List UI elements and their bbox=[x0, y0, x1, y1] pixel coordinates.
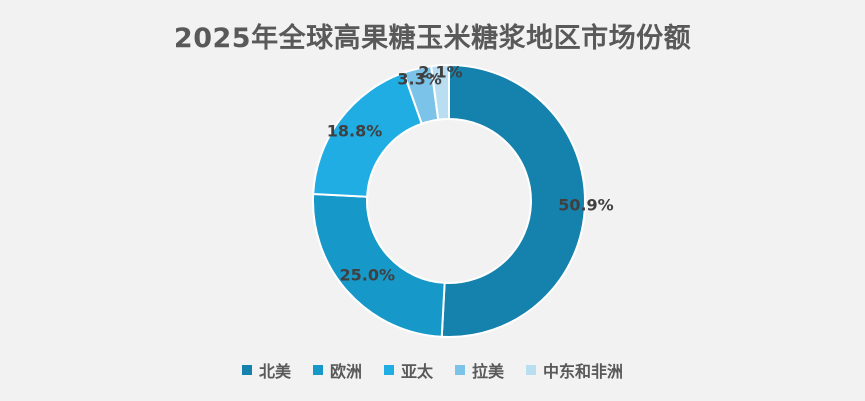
legend-label: 北美 bbox=[258, 362, 291, 381]
data-label-asia-pacific: 18.8% bbox=[327, 121, 383, 140]
legend-swatch bbox=[455, 365, 465, 375]
legend-item-latin-america: 拉美 bbox=[455, 358, 504, 382]
legend-label: 亚太 bbox=[400, 362, 433, 381]
data-label-latin-america: 3.3% bbox=[397, 69, 441, 88]
legend-item-europe: 欧洲 bbox=[312, 358, 362, 382]
legend-item-asia-pacific: 亚太 bbox=[383, 358, 433, 382]
slice-middle-east-africa bbox=[430, 63, 450, 121]
legend-label: 欧洲 bbox=[329, 362, 362, 381]
chart-title: 2025年全球高果糖玉米糖浆地区市场份额 bbox=[173, 23, 692, 54]
legend: 北美 欧洲 亚太 拉美 中东和非洲 bbox=[0, 358, 865, 382]
legend-swatch bbox=[383, 365, 394, 375]
legend-item-middle-east-africa: 中东和非洲 bbox=[526, 358, 623, 382]
donut-labels: 50.9% 25.0% 18.8% 3.3%2.1% bbox=[327, 62, 614, 284]
legend-swatch bbox=[241, 365, 252, 375]
legend-item-north-america: 北美 bbox=[241, 358, 291, 382]
legend-label: 中东和非洲 bbox=[543, 362, 624, 381]
slice-north-america bbox=[440, 63, 587, 338]
data-label-middle-east-africa: 2.1% bbox=[418, 62, 462, 81]
legend-swatch bbox=[526, 365, 537, 375]
legend-label: 拉美 bbox=[472, 362, 505, 381]
donut-slices bbox=[312, 63, 587, 338]
data-label-europe: 25.0% bbox=[339, 266, 395, 285]
legend-swatch bbox=[312, 365, 323, 375]
data-label-north-america: 50.9% bbox=[558, 196, 614, 215]
